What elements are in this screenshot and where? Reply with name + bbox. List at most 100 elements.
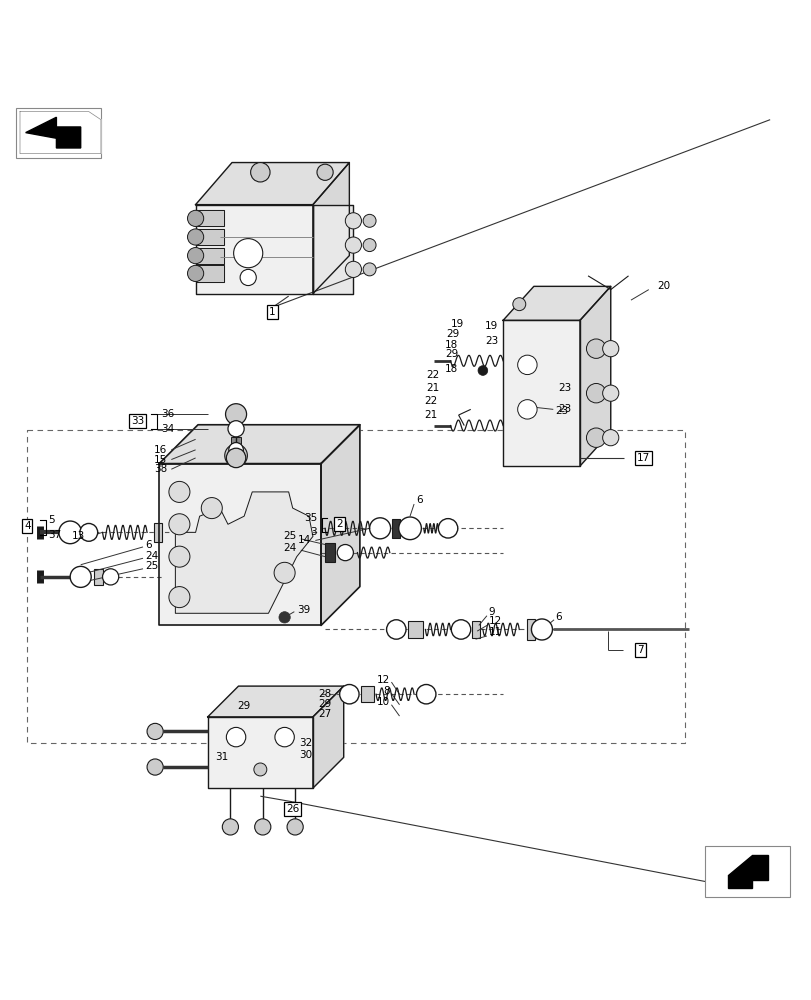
Circle shape	[602, 430, 618, 446]
Text: 7: 7	[637, 645, 643, 655]
Bar	[705, 846, 789, 897]
Text: 29: 29	[444, 349, 457, 359]
Circle shape	[251, 163, 270, 182]
Polygon shape	[159, 464, 320, 625]
Circle shape	[187, 265, 204, 282]
Text: 29: 29	[446, 329, 459, 339]
Bar	[526, 619, 534, 640]
Text: 19: 19	[485, 321, 498, 331]
Bar	[408, 621, 423, 638]
Circle shape	[169, 481, 190, 502]
Circle shape	[70, 566, 91, 587]
Text: 19: 19	[450, 319, 463, 329]
Text: 16: 16	[154, 445, 167, 455]
Text: 33: 33	[131, 416, 144, 426]
Circle shape	[363, 263, 375, 276]
Text: 12: 12	[488, 616, 501, 626]
Text: 21: 21	[426, 383, 439, 393]
Circle shape	[102, 569, 118, 585]
Text: 24: 24	[145, 551, 158, 561]
Text: 18: 18	[444, 340, 457, 350]
Circle shape	[234, 239, 263, 268]
Circle shape	[345, 213, 361, 229]
Circle shape	[255, 819, 271, 835]
Bar	[153, 523, 161, 542]
Circle shape	[363, 214, 375, 227]
Text: 30: 30	[298, 750, 312, 760]
Circle shape	[530, 619, 551, 640]
Bar	[392, 519, 400, 538]
Text: 21: 21	[424, 410, 437, 420]
Text: 18: 18	[444, 364, 457, 374]
Circle shape	[287, 819, 303, 835]
Circle shape	[517, 400, 536, 419]
Circle shape	[602, 385, 618, 401]
Text: 39: 39	[297, 605, 311, 615]
Text: 25: 25	[145, 561, 158, 571]
Text: 6: 6	[555, 612, 562, 622]
Bar	[361, 686, 373, 702]
Text: 2: 2	[336, 519, 342, 529]
Polygon shape	[195, 229, 224, 245]
Text: 23: 23	[557, 383, 571, 393]
Text: 13: 13	[71, 531, 84, 541]
Bar	[16, 108, 101, 158]
Circle shape	[240, 269, 256, 286]
Polygon shape	[175, 492, 312, 613]
Text: 23: 23	[557, 404, 571, 414]
Text: 4: 4	[24, 521, 31, 531]
Text: 6: 6	[416, 495, 423, 505]
Polygon shape	[195, 205, 312, 294]
Circle shape	[187, 248, 204, 264]
Text: 20: 20	[656, 281, 669, 291]
Polygon shape	[20, 112, 101, 154]
Circle shape	[187, 210, 204, 226]
Text: 12: 12	[376, 675, 389, 685]
Polygon shape	[312, 205, 353, 294]
Text: 11: 11	[488, 627, 501, 637]
Circle shape	[58, 521, 81, 544]
Circle shape	[228, 421, 244, 437]
Circle shape	[169, 587, 190, 608]
Circle shape	[222, 819, 238, 835]
Circle shape	[339, 685, 358, 704]
Text: 24: 24	[283, 543, 296, 553]
Polygon shape	[159, 425, 359, 464]
Polygon shape	[312, 686, 343, 788]
Circle shape	[386, 620, 406, 639]
Circle shape	[147, 723, 163, 740]
Circle shape	[517, 355, 536, 375]
Circle shape	[79, 523, 97, 541]
Polygon shape	[208, 717, 312, 788]
Bar	[231, 437, 241, 445]
Circle shape	[478, 366, 487, 375]
Circle shape	[316, 164, 333, 180]
Circle shape	[274, 562, 294, 583]
Circle shape	[369, 518, 390, 539]
Text: 6: 6	[145, 540, 152, 550]
Circle shape	[363, 239, 375, 252]
Circle shape	[513, 298, 525, 311]
Circle shape	[225, 404, 247, 425]
Text: 14: 14	[298, 535, 311, 545]
Text: 22: 22	[424, 396, 437, 406]
Text: 9: 9	[488, 607, 495, 617]
Text: 17: 17	[636, 453, 649, 463]
Circle shape	[345, 237, 361, 253]
Text: 22: 22	[426, 370, 439, 380]
Text: 37: 37	[49, 530, 62, 540]
Text: 36: 36	[161, 409, 174, 419]
Polygon shape	[208, 686, 343, 717]
Circle shape	[345, 261, 361, 277]
Circle shape	[438, 519, 457, 538]
Text: 10: 10	[376, 697, 389, 707]
Polygon shape	[312, 163, 349, 294]
Circle shape	[279, 612, 290, 623]
Circle shape	[169, 514, 190, 535]
Bar	[324, 543, 334, 562]
Polygon shape	[503, 286, 610, 320]
Circle shape	[169, 546, 190, 567]
Circle shape	[337, 545, 353, 561]
Text: 25: 25	[283, 531, 296, 541]
Circle shape	[416, 685, 436, 704]
